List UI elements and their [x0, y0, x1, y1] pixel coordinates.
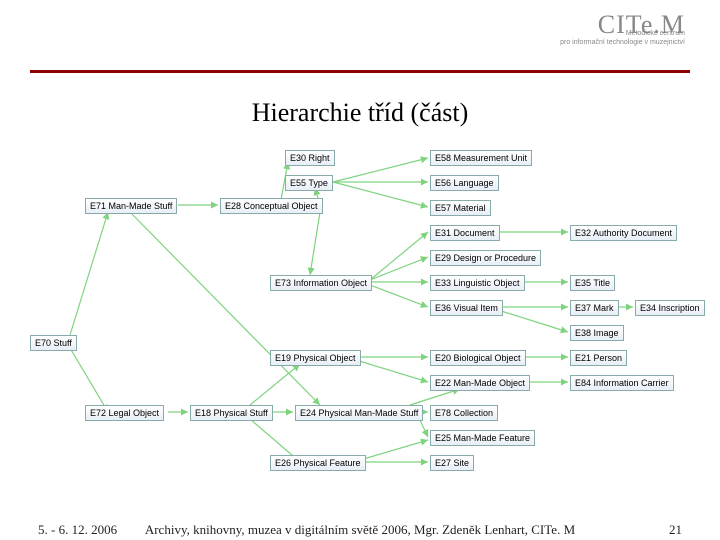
- footer-page: 21: [669, 522, 682, 538]
- node-e19: E19 Physical Object: [270, 350, 361, 366]
- logo: CITe.M Metodické centrum pro informační …: [560, 20, 685, 47]
- node-e37: E37 Mark: [570, 300, 619, 316]
- node-e73: E73 Information Object: [270, 275, 372, 291]
- node-e21: E21 Person: [570, 350, 627, 366]
- node-e25: E25 Man-Made Feature: [430, 430, 535, 446]
- node-e33: E33 Linguistic Object: [430, 275, 525, 291]
- logo-sub2: pro informační technologie v muzejnictví: [560, 38, 685, 47]
- node-e72: E72 Legal Object: [85, 405, 164, 421]
- node-e27: E27 Site: [430, 455, 474, 471]
- node-e71: E71 Man-Made Stuff: [85, 198, 177, 214]
- node-e20: E20 Biological Object: [430, 350, 526, 366]
- node-e38: E38 Image: [570, 325, 624, 341]
- node-e26: E26 Physical Feature: [270, 455, 366, 471]
- node-e58: E58 Measurement Unit: [430, 150, 532, 166]
- node-e29: E29 Design or Procedure: [430, 250, 541, 266]
- node-e78: E78 Collection: [430, 405, 498, 421]
- header-rule: [30, 70, 690, 73]
- class-hierarchy-diagram: E30 Right E58 Measurement Unit E55 Type E56…: [30, 140, 690, 480]
- node-e55: E55 Type: [285, 175, 333, 191]
- logo-name: CITe.M: [560, 20, 685, 29]
- node-e32: E32 Authority Document: [570, 225, 677, 241]
- node-e22: E22 Man-Made Object: [430, 375, 530, 391]
- node-e84: E84 Information Carrier: [570, 375, 674, 391]
- footer-center: Archivy, knihovny, muzea v digitálním sv…: [0, 522, 720, 538]
- node-e36: E36 Visual Item: [430, 300, 503, 316]
- node-e34: E34 Inscription: [635, 300, 705, 316]
- page-title: Hierarchie tříd (část): [0, 98, 720, 128]
- node-e70: E70 Stuff: [30, 335, 77, 351]
- node-e18: E18 Physical Stuff: [190, 405, 273, 421]
- node-e56: E56 Language: [430, 175, 499, 191]
- node-e28: E28 Conceptual Object: [220, 198, 323, 214]
- node-e31: E31 Document: [430, 225, 500, 241]
- node-e35: E35 Title: [570, 275, 615, 291]
- node-e57: E57 Material: [430, 200, 491, 216]
- node-e30: E30 Right: [285, 150, 335, 166]
- node-e24: E24 Physical Man-Made Stuff: [295, 405, 423, 421]
